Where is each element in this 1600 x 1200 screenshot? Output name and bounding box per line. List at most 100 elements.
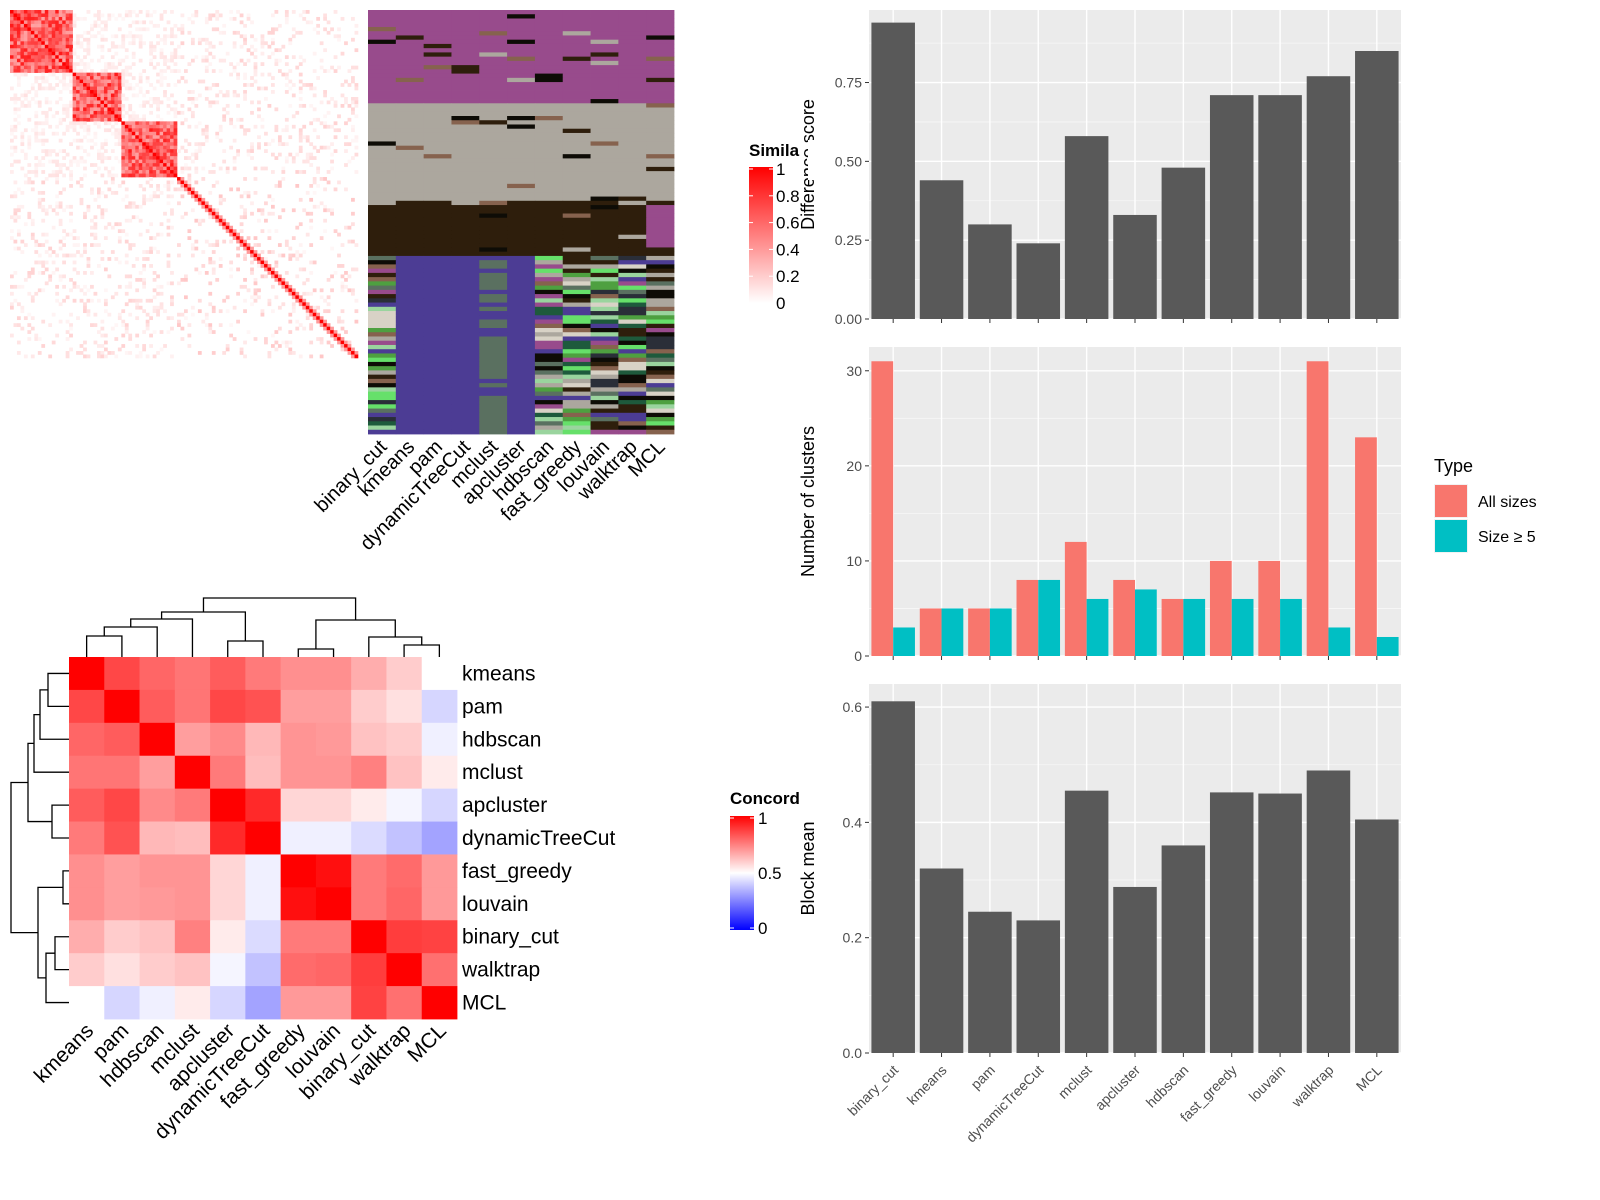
similarity-cell (10, 131, 14, 136)
similarity-cell (163, 124, 167, 129)
membership-cell (507, 383, 536, 388)
similarity-cell (330, 344, 334, 348)
similarity-cell (274, 229, 279, 234)
similarity-cell (351, 138, 355, 143)
similarity-cell (97, 243, 101, 247)
similarity-cell (271, 51, 275, 56)
membership-cell (534, 196, 564, 202)
similarity-cell (340, 264, 345, 268)
membership-cell (590, 145, 619, 151)
similarity-cell (215, 131, 220, 136)
similarity-cell (180, 103, 185, 108)
similarity-cell (190, 90, 195, 94)
similarity-cell (30, 48, 35, 53)
membership-cell (507, 289, 536, 295)
similarity-cell (37, 131, 42, 136)
similarity-cell (142, 163, 147, 167)
concordance-cell (69, 986, 105, 1020)
membership-cell (590, 251, 619, 257)
similarity-cell (48, 62, 53, 66)
similarity-cell (163, 62, 167, 66)
membership-cell (368, 162, 397, 168)
similarity-cell (159, 124, 164, 129)
similarity-cell (316, 76, 321, 80)
membership-cell (562, 391, 591, 397)
similarity-cell (20, 190, 25, 195)
similarity-cell (208, 326, 213, 331)
membership-cell (395, 205, 425, 210)
similarity-cell (103, 86, 108, 91)
membership-cell (423, 209, 452, 214)
membership-cell (562, 162, 591, 168)
membership-cell (562, 285, 591, 291)
membership-cell (534, 387, 564, 392)
membership-cell (590, 247, 619, 253)
legend-key-swatch (1435, 485, 1467, 517)
bar (1064, 136, 1109, 319)
similarity-cell (253, 288, 258, 293)
membership-cell (451, 52, 480, 58)
similarity-cell (103, 20, 108, 25)
similarity-cell (250, 145, 254, 150)
similarity-cell (177, 319, 181, 324)
similarity-cell (20, 23, 25, 28)
similarity-cell (190, 58, 195, 63)
similarity-cell (347, 344, 352, 348)
similarity-cell (27, 62, 32, 66)
similarity-cell (58, 44, 63, 49)
similarity-cell (264, 337, 268, 341)
similarity-cell (239, 117, 244, 122)
concordance-cell (104, 722, 140, 757)
similarity-cell (225, 103, 230, 108)
similarity-cell (225, 51, 230, 56)
similarity-cell (79, 117, 84, 122)
similarity-cell (284, 159, 289, 164)
row-dendrogram-branch (51, 804, 69, 839)
legend-title: Type (1434, 456, 1473, 476)
similarity-cell (152, 309, 157, 314)
similarity-cell (351, 288, 355, 293)
similarity-cell (305, 291, 310, 296)
concordance-cell (280, 887, 317, 921)
similarity-cell (323, 16, 327, 21)
membership-cell (395, 289, 425, 295)
membership-cell (646, 425, 675, 431)
similarity-cell (197, 222, 202, 227)
similarity-cell (166, 163, 171, 167)
concordance-cell (386, 722, 423, 757)
similarity-cell (131, 142, 136, 147)
similarity-cell (97, 72, 101, 77)
similarity-cell (44, 267, 49, 272)
membership-cell (423, 332, 452, 337)
similarity-legend-tick: 0.4 (776, 240, 800, 259)
similarity-cell (128, 107, 133, 112)
similarity-cell (110, 107, 115, 112)
similarity-cell (44, 58, 49, 63)
membership-cell (507, 298, 536, 303)
membership-cell (534, 158, 564, 164)
membership-cell (368, 86, 397, 91)
similarity-cell (184, 274, 188, 279)
similarity-cell (145, 163, 150, 167)
similarity-cell (30, 298, 35, 303)
similarity-cell (215, 135, 220, 140)
similarity-cell (337, 253, 341, 258)
similarity-cell (83, 305, 87, 310)
similarity-cell (184, 149, 188, 153)
similarity-cell (41, 41, 46, 46)
similarity-cell (243, 23, 247, 28)
similarity-cell (83, 48, 87, 53)
similarity-cell (347, 142, 352, 147)
similarity-cell (76, 69, 80, 73)
similarity-cell (274, 62, 279, 66)
similarity-cell (93, 93, 98, 98)
similarity-cell (10, 10, 14, 14)
similarity-cell (274, 295, 279, 300)
similarity-cell (291, 114, 296, 119)
similarity-cell (72, 243, 77, 247)
similarity-cell (229, 229, 234, 234)
similarity-cell (326, 30, 331, 35)
similarity-cell (48, 58, 53, 63)
membership-cell (534, 154, 564, 159)
